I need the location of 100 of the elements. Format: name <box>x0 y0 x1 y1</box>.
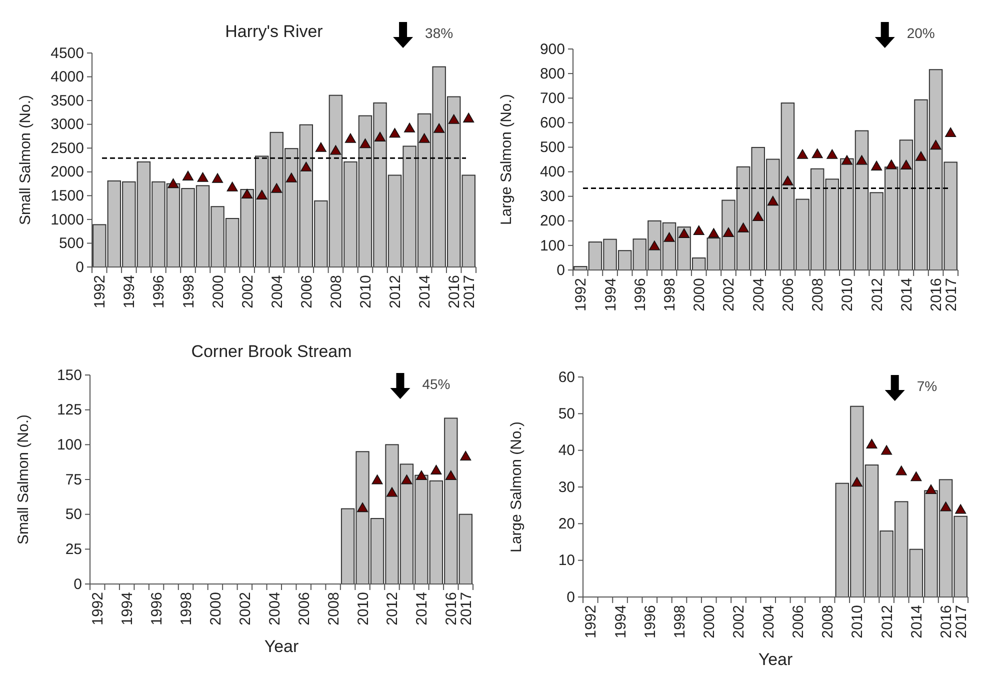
y-tick-label: 400 <box>540 164 565 181</box>
point <box>357 502 368 512</box>
y-tick-label: 500 <box>58 235 84 252</box>
point <box>782 176 794 186</box>
y-axis-title: Small Salmon (No.) <box>17 94 34 226</box>
point <box>430 464 442 474</box>
point <box>945 127 956 138</box>
x-tick-label: 2006 <box>780 278 797 312</box>
x-tick-label: 2006 <box>790 605 807 638</box>
y-tick-label: 40 <box>558 442 575 460</box>
y-tick-label: 100 <box>540 237 565 254</box>
y-tick-label: 3000 <box>50 116 84 134</box>
point <box>851 477 862 487</box>
point <box>738 222 749 232</box>
y-tick-label: 60 <box>558 368 575 386</box>
point <box>445 470 456 480</box>
text: 38% <box>425 25 454 41</box>
x-tick-label: 2010 <box>354 592 372 626</box>
y-tick-label: 20 <box>558 515 575 532</box>
x-tick-label: 2012 <box>878 605 896 638</box>
point <box>416 470 427 480</box>
y-tick-label: 0 <box>556 262 565 279</box>
y-tick-label: 800 <box>540 65 565 82</box>
point <box>841 155 852 165</box>
point <box>708 228 720 238</box>
y-tick-label: 10 <box>558 552 575 570</box>
x-tick-label: 2012 <box>384 592 402 626</box>
point <box>678 228 690 238</box>
x-tick-label: 2000 <box>207 592 224 626</box>
x-tick-label: 2000 <box>701 605 718 638</box>
x-tick-label: 1996 <box>642 605 659 638</box>
y-axis-title: Small Salmon (No.) <box>15 414 32 545</box>
x-tick-label: 1998 <box>672 605 688 638</box>
point <box>404 122 416 132</box>
point <box>226 182 238 192</box>
x-tick-label: 2017 <box>460 275 478 308</box>
y-tick-label: 0 <box>74 576 82 593</box>
x-tick-label: 1994 <box>612 605 630 638</box>
x-tick-label: 1998 <box>180 275 198 308</box>
x-axis-title: Year <box>264 637 300 656</box>
y-tick-label: 2000 <box>50 164 84 181</box>
y-tick-label: 75 <box>65 471 82 488</box>
x-tick-label: 2014 <box>416 275 434 308</box>
point <box>434 123 445 133</box>
point <box>871 160 882 170</box>
x-tick-label: 2000 <box>210 275 227 308</box>
point <box>767 196 778 206</box>
point <box>648 240 660 250</box>
text: 20% <box>906 25 935 41</box>
x-tick-label: 1992 <box>92 275 109 308</box>
y-tick-label: 100 <box>56 436 82 454</box>
x-tick-label: 2012 <box>387 275 404 308</box>
x-tick-label: 2010 <box>839 278 856 312</box>
point <box>256 190 268 200</box>
point <box>168 178 179 188</box>
x-tick-label: 2004 <box>760 605 778 638</box>
x-tick-label: 2008 <box>810 278 827 312</box>
point <box>664 232 675 242</box>
point <box>401 474 412 484</box>
x-tick-label: 1996 <box>632 278 649 312</box>
point <box>722 227 734 237</box>
x-tick-label: 2017 <box>952 605 970 638</box>
x-tick-label: 2014 <box>414 592 431 626</box>
point <box>881 445 892 455</box>
x-tick-label: 2006 <box>296 592 313 626</box>
x-tick-label: 1992 <box>90 592 107 626</box>
x-tick-label: 1994 <box>121 275 138 308</box>
y-tick-label: 0 <box>76 258 84 276</box>
x-tick-label: 1998 <box>178 592 195 626</box>
annotation: 7% <box>916 378 938 394</box>
point <box>372 474 383 484</box>
y-tick-label: 500 <box>540 139 565 156</box>
x-tick-label: 2016 <box>938 605 956 638</box>
point <box>866 438 878 449</box>
point <box>856 155 868 165</box>
point <box>826 149 838 159</box>
point <box>330 145 342 155</box>
x-tick-label: 2008 <box>328 275 345 308</box>
point <box>315 142 326 152</box>
x-tick-label: 2000 <box>691 278 708 312</box>
x-tick-label: 1992 <box>582 605 600 638</box>
point <box>797 149 808 159</box>
y-tick-label: 900 <box>540 40 565 58</box>
x-tick-label: 2004 <box>750 278 768 312</box>
x-tick-label: 2016 <box>443 592 460 626</box>
y-tick-label: 700 <box>540 90 565 107</box>
chart-title: Harry's River <box>225 22 324 41</box>
point <box>896 466 907 476</box>
point <box>915 151 926 161</box>
y-axis-title: Large Salmon (No.) <box>498 94 515 225</box>
annotation: 45% <box>422 376 450 392</box>
x-axis-title: Year <box>758 650 794 669</box>
y-tick-label: 125 <box>56 402 82 419</box>
y-tick-label: 1000 <box>50 211 84 228</box>
y-tick-label: 150 <box>56 366 82 384</box>
point <box>460 450 472 461</box>
x-tick-label: 2004 <box>266 592 284 626</box>
point <box>212 173 224 183</box>
x-tick-label: 2012 <box>868 278 886 312</box>
point <box>286 172 297 182</box>
